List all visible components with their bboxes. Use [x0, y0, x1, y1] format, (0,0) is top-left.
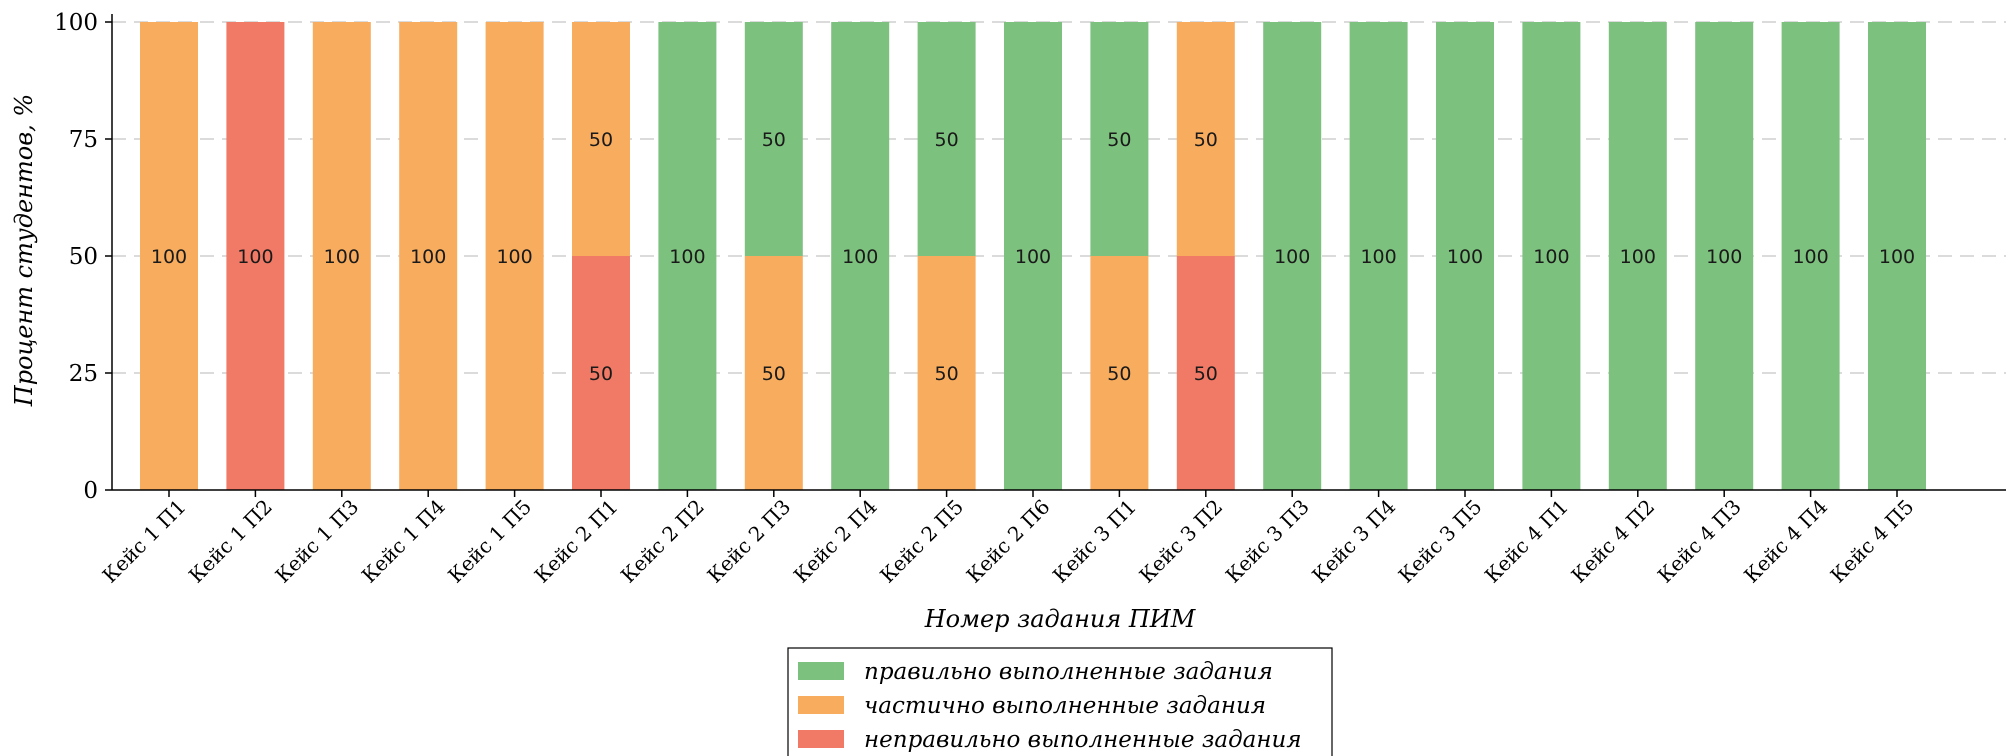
bar-value-label: 50 — [762, 363, 786, 385]
bar-value-label: 50 — [762, 129, 786, 151]
y-axis-title: Процент студентов, % — [10, 94, 38, 407]
bar-value-label: 100 — [1015, 246, 1051, 268]
bar-value-label: 50 — [1194, 129, 1218, 151]
bar-segment — [1349, 22, 1408, 490]
legend-swatch — [798, 730, 844, 748]
x-tick-label: Кейс 1 П3 — [270, 495, 363, 588]
bar-value-label: 100 — [1533, 246, 1569, 268]
bar-value-label: 100 — [1274, 246, 1310, 268]
bar-segment — [917, 22, 976, 256]
y-tick-label: 75 — [69, 127, 98, 153]
bar-value-label: 50 — [1107, 363, 1131, 385]
bar-value-label: 50 — [589, 363, 613, 385]
bar-segment — [744, 22, 803, 256]
x-tick-label: Кейс 4 П4 — [1739, 495, 1832, 588]
bar-value-label: 100 — [1792, 246, 1828, 268]
x-tick-label: Кейс 1 П4 — [357, 495, 450, 588]
legend-label: неправильно выполненные задания — [864, 727, 1302, 753]
bar-value-label: 100 — [410, 246, 446, 268]
bar-segment — [917, 256, 976, 490]
x-tick-label: Кейс 1 П5 — [443, 495, 536, 588]
bar-value-label: 100 — [1706, 246, 1742, 268]
bar-segment — [140, 22, 198, 490]
x-tick-label: Кейс 3 П2 — [1134, 495, 1227, 588]
bar-segment — [1090, 256, 1149, 490]
x-tick-label: Кейс 2 П2 — [616, 495, 709, 588]
bar-value-label: 100 — [496, 246, 532, 268]
y-tick-label: 50 — [69, 244, 98, 270]
bar-segment — [1695, 22, 1754, 490]
bar-value-label: 50 — [589, 129, 613, 151]
bar-segment — [1263, 22, 1322, 490]
x-tick-label: Кейс 4 П1 — [1480, 495, 1573, 588]
bar-segment — [1781, 22, 1840, 490]
bar-value-label: 100 — [237, 246, 273, 268]
legend-swatch — [798, 662, 844, 680]
bar-segment — [1004, 22, 1062, 490]
bar-value-label: 100 — [1879, 246, 1915, 268]
x-tick-label: Кейс 2 П5 — [875, 495, 968, 588]
x-tick-label: Кейс 4 П2 — [1566, 495, 1659, 588]
bar-value-label: 100 — [1360, 246, 1396, 268]
x-tick-label: Кейс 4 П3 — [1653, 495, 1746, 588]
bar-value-label: 100 — [669, 246, 705, 268]
bar-segment — [572, 256, 630, 490]
y-tick-label: 0 — [83, 478, 98, 504]
x-tick-label: Кейс 1 П2 — [184, 495, 277, 588]
bar-segment — [1436, 22, 1494, 490]
bar-segment — [1090, 22, 1149, 256]
x-tick-label: Кейс 2 П1 — [530, 495, 623, 588]
bar-segment — [1608, 22, 1667, 490]
bar-segment — [744, 256, 803, 490]
bar-value-label: 50 — [1107, 129, 1131, 151]
legend-label: частично выполненные задания — [864, 693, 1266, 719]
x-tick-label: Кейс 3 П1 — [1048, 495, 1141, 588]
bar-segment — [1176, 22, 1235, 256]
legend-box — [787, 647, 1333, 756]
x-tick-label: Кейс 1 П1 — [98, 495, 191, 588]
x-tick-label: Кейс 2 П4 — [789, 495, 882, 588]
y-tick-label: 25 — [69, 361, 98, 387]
bar-segment — [1868, 22, 1926, 490]
bar-value-label: 100 — [1447, 246, 1483, 268]
bar-segment — [572, 22, 630, 256]
bar-segment — [1522, 22, 1581, 490]
bar-segment — [831, 22, 890, 490]
x-tick-label: Кейс 4 П5 — [1826, 495, 1919, 588]
legend-label: правильно выполненные задания — [864, 659, 1273, 685]
bar-value-label: 100 — [842, 246, 878, 268]
bar-value-label: 100 — [151, 246, 187, 268]
bar-segment — [312, 22, 371, 490]
x-axis-title: Номер задания ПИМ — [924, 605, 1197, 633]
bar-value-label: 50 — [935, 129, 959, 151]
bar-segment — [485, 22, 544, 490]
bar-value-label: 50 — [1194, 363, 1218, 385]
legend: правильно выполненные задания частично вы… — [787, 647, 1333, 756]
bar-segment — [399, 22, 458, 490]
bar-segment — [226, 22, 285, 490]
x-tick-label: Кейс 3 П5 — [1394, 495, 1487, 588]
bar-segment — [1176, 256, 1235, 490]
bar-value-label: 100 — [324, 246, 360, 268]
x-tick-label: Кейс 2 П6 — [962, 495, 1055, 588]
bar-value-label: 50 — [935, 363, 959, 385]
bars: 100 100 100 100 100 50 50 100 50 50 100 50 50 100 50 50… — [140, 22, 1926, 490]
bar-segment — [658, 22, 717, 490]
bar-value-label: 100 — [1620, 246, 1656, 268]
y-tick-label: 100 — [54, 10, 98, 36]
x-tick-label: Кейс 2 П3 — [702, 495, 795, 588]
legend-swatch — [798, 696, 844, 714]
x-tick-label: Кейс 3 П3 — [1221, 495, 1314, 588]
x-tick-label: Кейс 3 П4 — [1307, 495, 1400, 588]
